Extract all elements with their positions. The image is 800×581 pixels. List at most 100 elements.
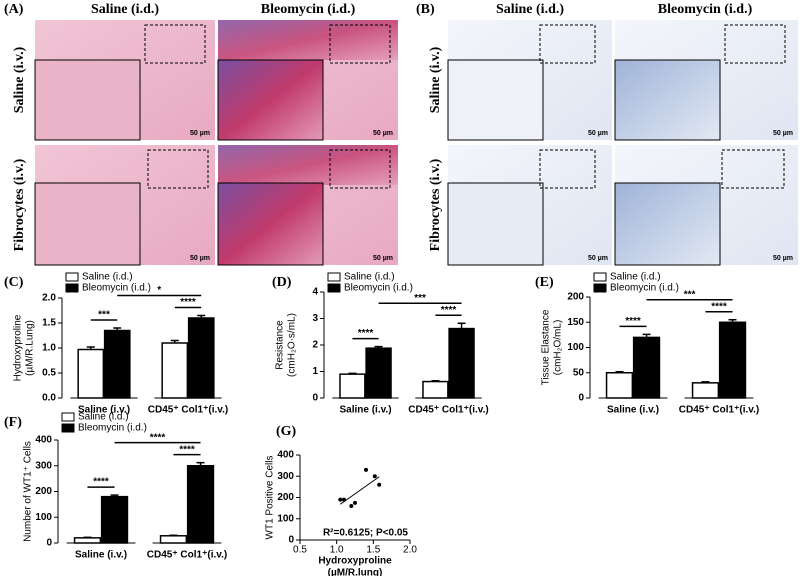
x-tick-label: 1.5 xyxy=(366,545,380,556)
significance-label: **** xyxy=(180,297,196,308)
point xyxy=(377,482,382,487)
bar xyxy=(73,537,102,544)
legend-swatch xyxy=(593,283,607,293)
row-header: Fibrocytes (i.v.) xyxy=(428,158,443,251)
y-tick-label: 0 xyxy=(288,535,294,546)
significance-label: **** xyxy=(358,328,374,339)
micrograph: 50 µm xyxy=(447,145,612,266)
y-tick-label: 100 xyxy=(277,513,294,524)
y-tick-label: 2.0 xyxy=(42,293,56,304)
y-tick-label: 0 xyxy=(312,393,318,404)
y-tick-label: 200 xyxy=(277,492,294,503)
bar xyxy=(605,372,634,399)
y-tick-label: 100 xyxy=(35,512,52,523)
legend-label: Saline (i.d.) xyxy=(610,272,661,283)
point xyxy=(349,504,354,508)
column-header: Saline (i.d.) xyxy=(91,2,159,17)
trend-line xyxy=(340,476,380,505)
x-tick-label: CD45⁺ Col1⁺(i.v.) xyxy=(408,405,488,416)
y-tick-label: 1.0 xyxy=(42,343,56,354)
micrograph: 50 µm xyxy=(614,20,798,141)
scale-bar-label: 50 µm xyxy=(588,130,608,137)
bar xyxy=(718,321,747,399)
legend-label: Bleomycin (i.d.) xyxy=(82,283,151,294)
y-axis-label: Tissue Elastance xyxy=(541,309,552,385)
micrograph: 50 µm xyxy=(447,20,612,141)
row-header: Saline (i.v.) xyxy=(428,46,443,113)
y-tick-label: 200 xyxy=(567,292,584,303)
panel-label: (A) xyxy=(4,2,24,17)
legend-label: Saline (i.d.) xyxy=(344,272,395,283)
y-tick-label: 50 xyxy=(573,367,585,378)
y-tick-label: 0.0 xyxy=(42,393,56,404)
scale-bar-label: 50 µm xyxy=(773,255,793,262)
x-tick-label: Saline (i.v.) xyxy=(78,405,130,416)
y-tick-label: 300 xyxy=(35,460,52,471)
row-header: Saline (i.v.) xyxy=(12,46,27,113)
panel-label: (D) xyxy=(272,275,292,290)
y-axis-label: Number of WT1⁺ Cells xyxy=(23,441,34,542)
annotation: R²=0.6125; P<0.05 xyxy=(323,528,408,539)
panel-label: (F) xyxy=(4,415,22,430)
legend-label: Bleomycin (i.d.) xyxy=(78,423,147,434)
x-tick-label: Saline (i.v.) xyxy=(339,405,391,416)
y-tick-label: 4 xyxy=(312,287,318,298)
y-tick-label: 100 xyxy=(567,342,584,353)
bar xyxy=(365,347,392,399)
point xyxy=(353,500,357,505)
scale-bar-label: 50 µm xyxy=(373,130,393,137)
legend-swatch xyxy=(593,272,607,282)
bar xyxy=(159,535,188,544)
y-tick-label: 0 xyxy=(578,393,584,404)
micrograph: 50 µm xyxy=(614,145,798,266)
legend-swatch xyxy=(61,412,75,422)
x-axis-label: (µM/R.lung) xyxy=(328,568,383,576)
point xyxy=(364,467,368,472)
bar xyxy=(448,327,475,399)
bar xyxy=(422,380,449,399)
panel-label: (E) xyxy=(535,275,554,290)
y-tick-label: 0.5 xyxy=(42,368,56,379)
x-tick-label: CD45⁺ Col1⁺(i.v.) xyxy=(147,550,227,561)
panel-label: (C) xyxy=(4,275,24,290)
y-tick-label: 300 xyxy=(277,471,294,482)
scale-bar-label: 50 µm xyxy=(773,130,793,137)
legend-label: Bleomycin (i.d.) xyxy=(344,283,413,294)
scale-bar-label: 50 µm xyxy=(190,255,210,262)
bar xyxy=(77,348,105,399)
x-axis-label: Hydroxyproline xyxy=(318,556,392,567)
bar xyxy=(100,495,129,544)
micrograph: 50 µm xyxy=(34,145,215,266)
y-tick-label: 1.5 xyxy=(42,318,56,329)
bar xyxy=(186,465,215,544)
x-tick-label: 0.5 xyxy=(293,545,307,556)
legend-swatch xyxy=(65,272,79,282)
x-tick-label: Saline (i.v.) xyxy=(75,550,127,561)
bar xyxy=(161,342,189,399)
y-tick-label: 2 xyxy=(312,340,318,351)
bar xyxy=(632,336,661,399)
legend-label: Saline (i.d.) xyxy=(82,272,133,283)
y-axis-label: Hydroxyproline xyxy=(13,314,24,381)
y-axis-label: (cmH₂O/mL) xyxy=(553,320,564,376)
micrograph: 50 µm xyxy=(217,145,398,266)
panel-label: (G) xyxy=(276,424,297,439)
row-header: Fibrocytes (i.v.) xyxy=(12,158,27,251)
micrograph: 50 µm xyxy=(34,20,215,141)
scale-bar-label: 50 µm xyxy=(190,130,210,137)
bar xyxy=(339,373,366,399)
column-header: Saline (i.d.) xyxy=(496,2,564,17)
y-tick-label: 3 xyxy=(312,313,318,324)
point xyxy=(342,497,346,502)
significance-label: *** xyxy=(98,310,110,321)
y-axis-label: Resistance xyxy=(275,320,286,370)
legend-swatch xyxy=(327,283,341,293)
y-tick-label: 400 xyxy=(35,435,52,446)
x-tick-label: 2.0 xyxy=(403,545,417,556)
bar xyxy=(691,382,720,399)
significance-label: **** xyxy=(179,444,195,455)
micrograph: 50 µm xyxy=(217,20,398,141)
significance-label: **** xyxy=(625,316,641,327)
x-tick-label: CD45⁺ Col1⁺(i.v.) xyxy=(148,405,228,416)
